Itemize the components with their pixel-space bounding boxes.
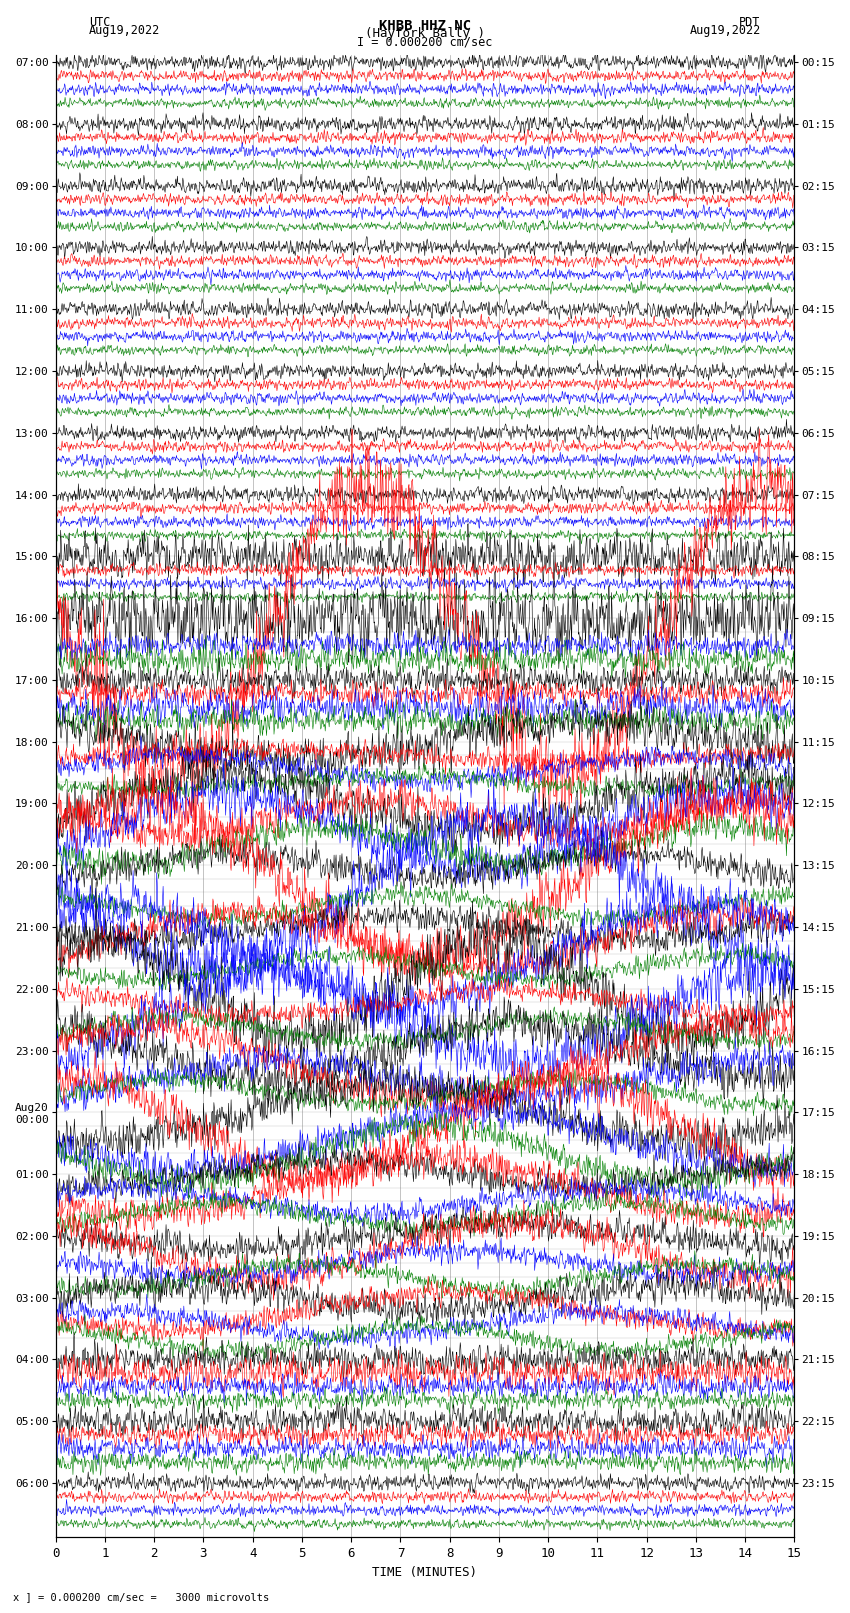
- Text: Aug19,2022: Aug19,2022: [689, 24, 761, 37]
- Text: KHBB HHZ NC: KHBB HHZ NC: [379, 19, 471, 34]
- Text: I = 0.000200 cm/sec: I = 0.000200 cm/sec: [357, 35, 493, 48]
- Text: (Hayfork Bally ): (Hayfork Bally ): [365, 27, 485, 40]
- Text: UTC: UTC: [89, 16, 110, 29]
- X-axis label: TIME (MINUTES): TIME (MINUTES): [372, 1566, 478, 1579]
- Text: Aug19,2022: Aug19,2022: [89, 24, 161, 37]
- Text: x ] = 0.000200 cm/sec =   3000 microvolts: x ] = 0.000200 cm/sec = 3000 microvolts: [13, 1592, 269, 1602]
- Text: PDT: PDT: [740, 16, 761, 29]
